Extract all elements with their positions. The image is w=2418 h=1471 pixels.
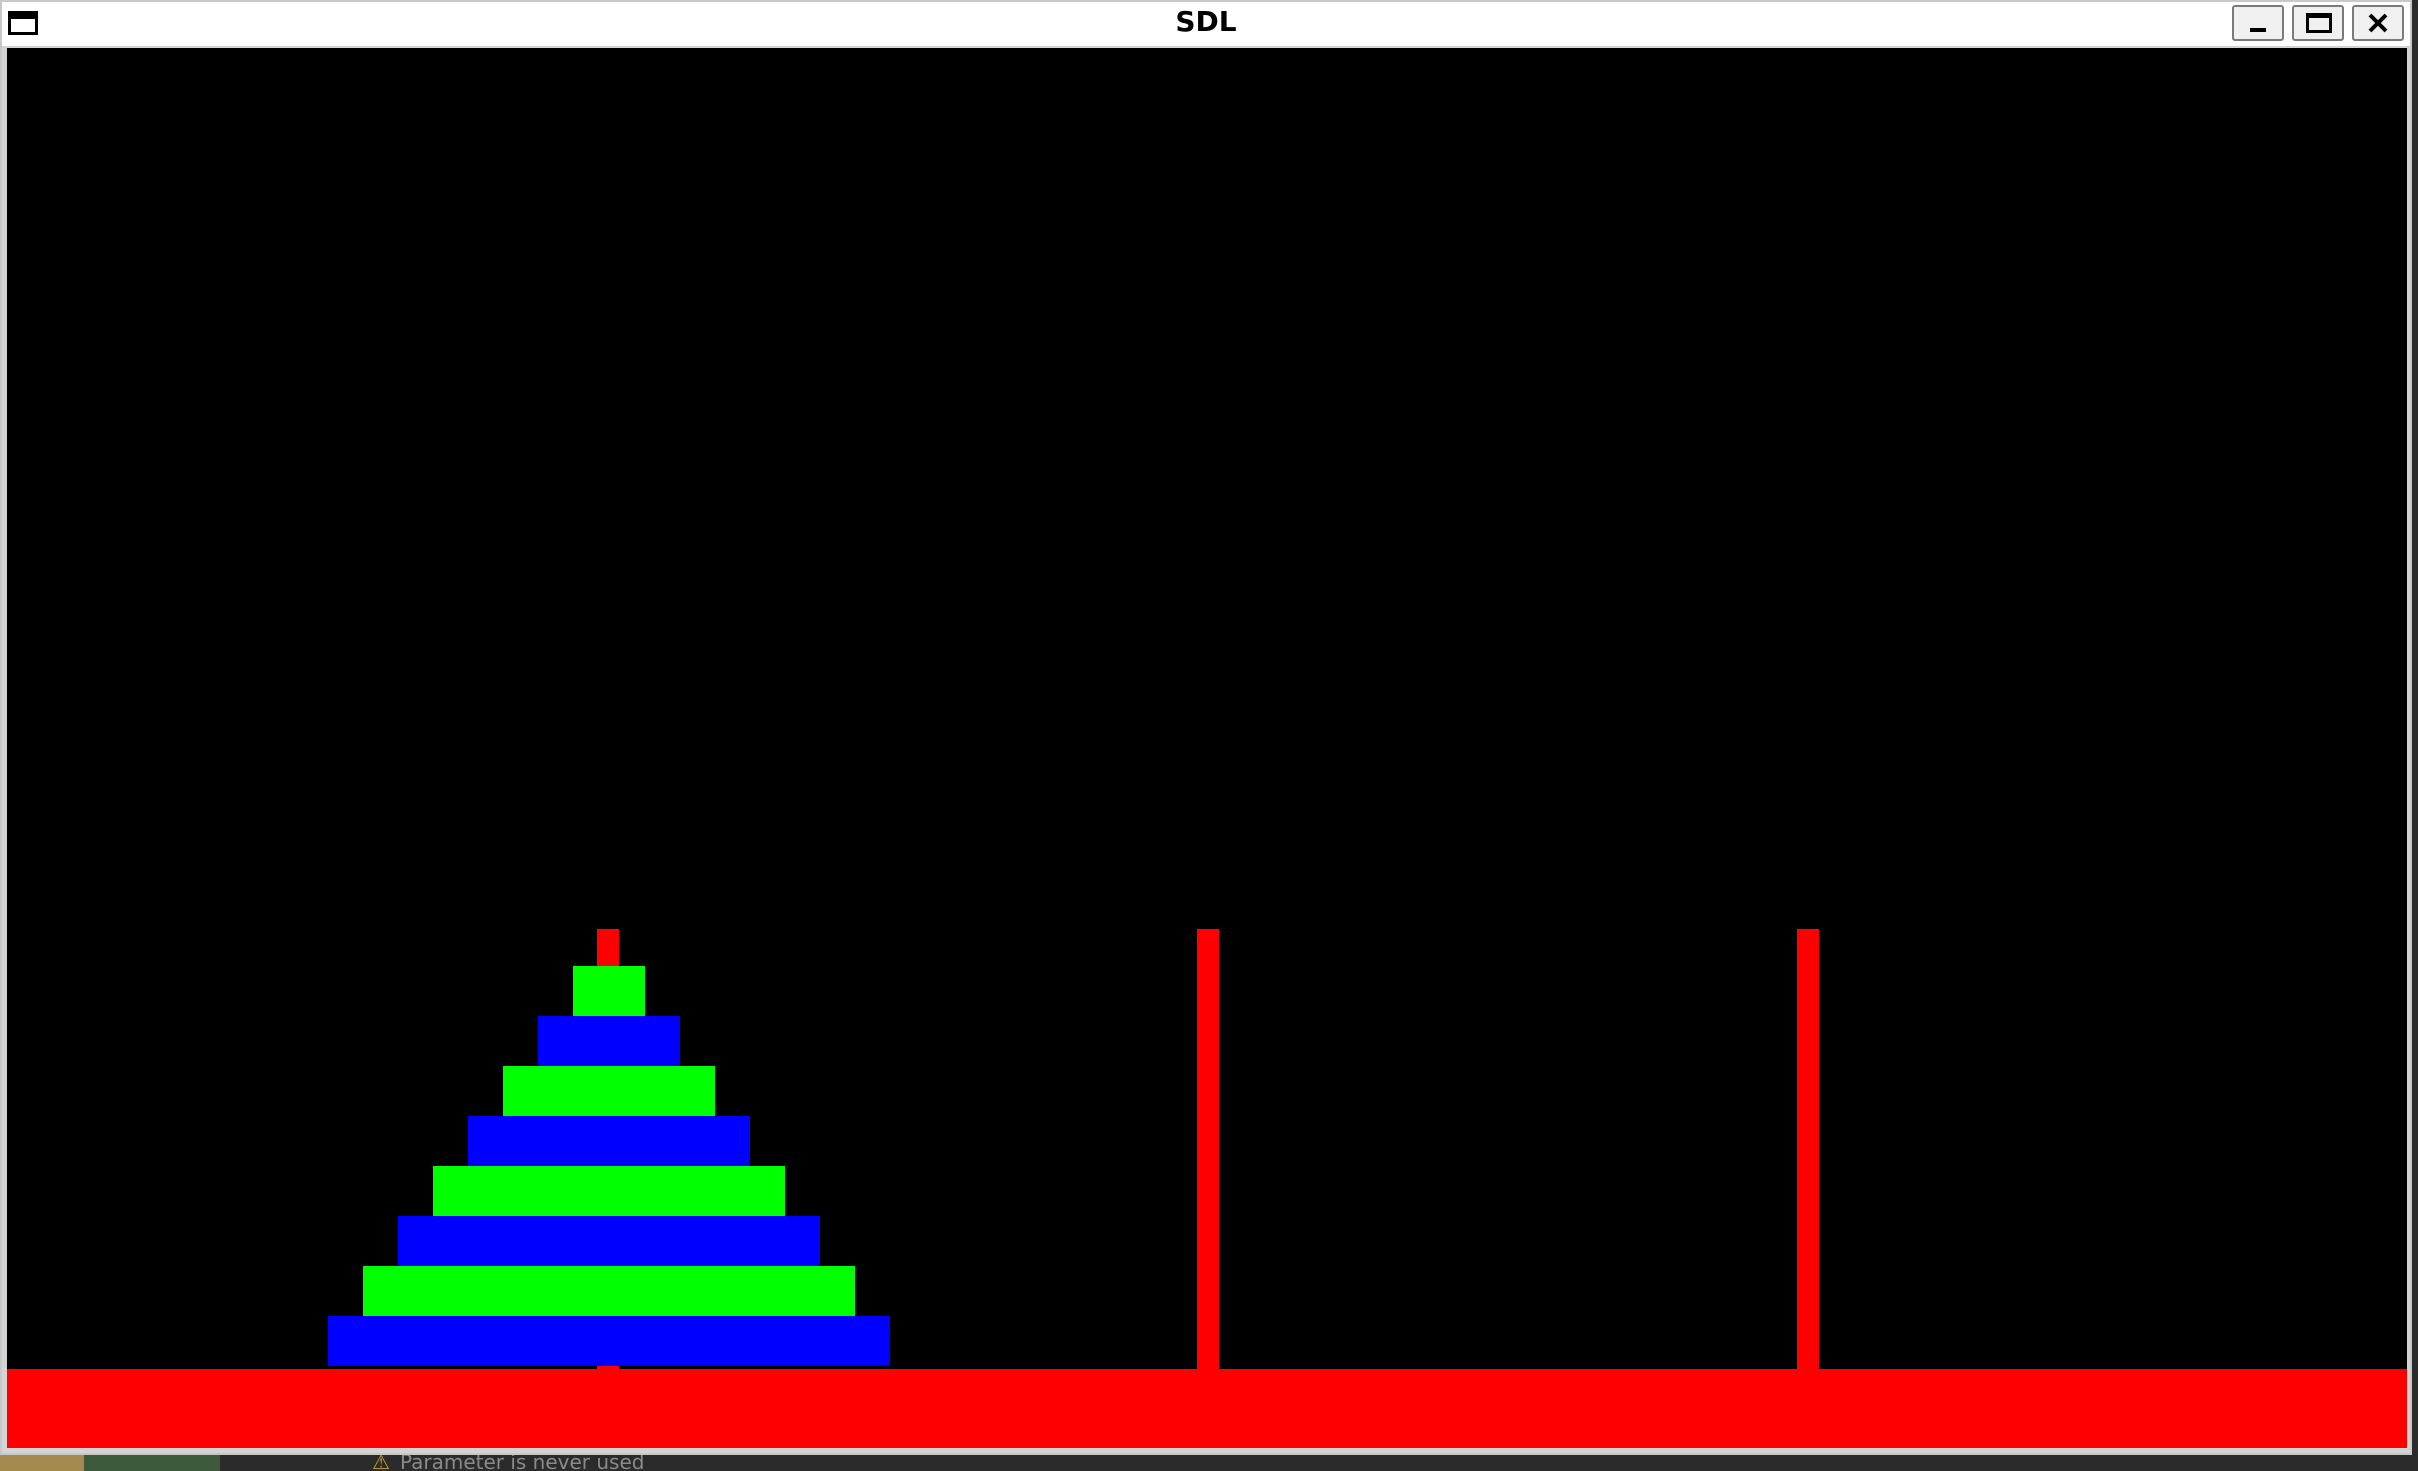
- peg-3[interactable]: [1797, 929, 1819, 1369]
- close-button[interactable]: [2352, 5, 2404, 41]
- minimize-button[interactable]: [2232, 5, 2284, 41]
- disk-4[interactable]: [468, 1116, 750, 1166]
- disk-7[interactable]: [363, 1266, 855, 1316]
- close-icon: [2368, 13, 2388, 33]
- window-icon[interactable]: [8, 11, 38, 35]
- title-bar[interactable]: SDL: [2, 2, 2410, 46]
- disk-1[interactable]: [573, 966, 645, 1016]
- disk-8[interactable]: [328, 1316, 890, 1366]
- warning-icon: ⚠: [372, 1450, 390, 1471]
- disk-6[interactable]: [398, 1216, 820, 1266]
- ide-warning-hint: ⚠ Parameter is never used: [372, 1450, 644, 1471]
- disk-3[interactable]: [503, 1066, 715, 1116]
- maximize-button[interactable]: [2292, 5, 2344, 41]
- peg-2[interactable]: [1197, 929, 1219, 1369]
- window-title: SDL: [1175, 5, 1237, 38]
- disk-5[interactable]: [433, 1166, 785, 1216]
- minimize-icon: [2250, 28, 2266, 32]
- ide-warning-text: Parameter is never used: [399, 1450, 645, 1471]
- disk-2[interactable]: [538, 1016, 680, 1066]
- game-canvas[interactable]: [7, 48, 2407, 1448]
- maximize-icon: [2306, 13, 2332, 33]
- base-platform: [7, 1369, 2407, 1448]
